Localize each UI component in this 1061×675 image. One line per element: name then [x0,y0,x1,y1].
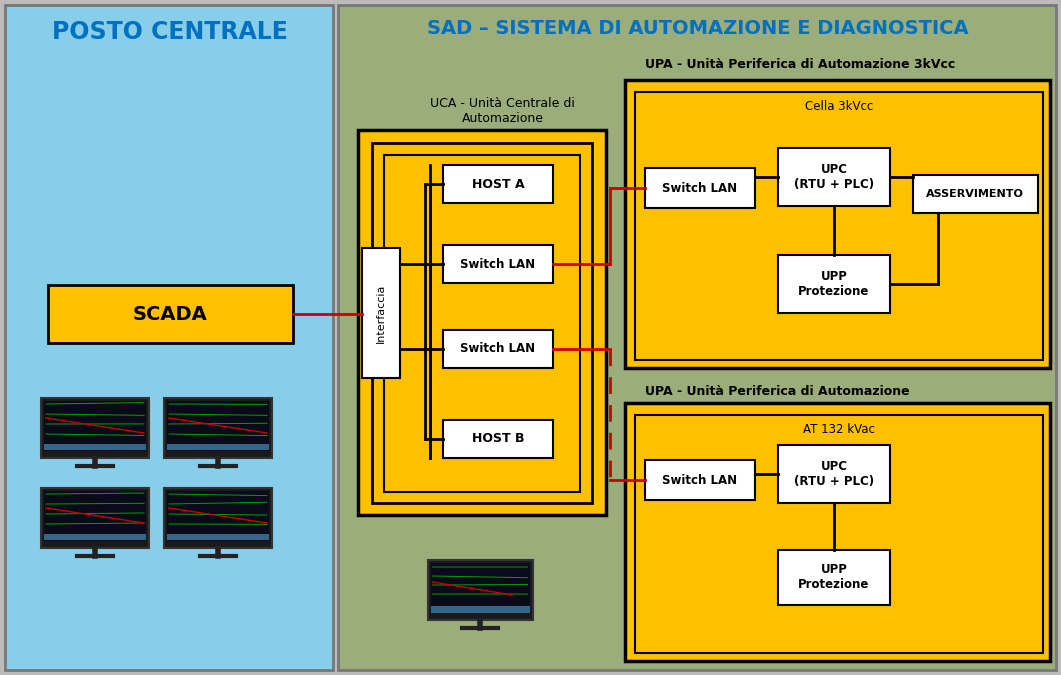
FancyBboxPatch shape [44,491,146,541]
FancyBboxPatch shape [372,143,592,503]
Text: Cella 3kVcc: Cella 3kVcc [805,100,873,113]
Text: SCADA: SCADA [133,304,207,323]
Text: Switch LAN: Switch LAN [662,182,737,194]
FancyBboxPatch shape [164,488,272,548]
FancyBboxPatch shape [48,285,293,343]
FancyBboxPatch shape [634,415,1043,653]
FancyBboxPatch shape [167,401,269,451]
FancyBboxPatch shape [5,5,333,670]
Text: UPP
Protezione: UPP Protezione [798,270,870,298]
FancyBboxPatch shape [625,403,1050,661]
Text: SAD – SISTEMA DI AUTOMAZIONE E DIAGNOSTICA: SAD – SISTEMA DI AUTOMAZIONE E DIAGNOSTI… [428,18,969,38]
Text: UCA - Unità Centrale di
Automazione: UCA - Unità Centrale di Automazione [430,97,575,125]
FancyBboxPatch shape [645,168,755,208]
FancyBboxPatch shape [358,130,606,515]
Text: HOST A: HOST A [472,178,524,190]
FancyBboxPatch shape [428,560,533,620]
Text: UPA - Unità Periferica di Automazione 3kVcc: UPA - Unità Periferica di Automazione 3k… [645,58,955,71]
FancyBboxPatch shape [625,80,1050,368]
FancyBboxPatch shape [914,175,1038,213]
Text: ASSERVIMENTO: ASSERVIMENTO [926,189,1024,199]
FancyBboxPatch shape [44,401,146,451]
FancyBboxPatch shape [431,606,529,613]
Text: POSTO CENTRALE: POSTO CENTRALE [52,20,288,44]
FancyBboxPatch shape [778,148,890,206]
Text: UPA - Unità Periferica di Automazione: UPA - Unità Periferica di Automazione [645,385,909,398]
Text: Interfaccia: Interfaccia [376,284,386,343]
FancyBboxPatch shape [167,491,269,541]
FancyBboxPatch shape [634,92,1043,360]
Text: Switch LAN: Switch LAN [460,342,536,356]
FancyBboxPatch shape [44,444,146,450]
Text: Switch LAN: Switch LAN [662,473,737,487]
FancyBboxPatch shape [167,534,269,540]
FancyBboxPatch shape [778,445,890,503]
FancyBboxPatch shape [778,550,890,605]
Text: HOST B: HOST B [472,433,524,446]
FancyBboxPatch shape [164,398,272,458]
FancyBboxPatch shape [384,155,580,492]
FancyBboxPatch shape [167,444,269,450]
FancyBboxPatch shape [443,165,553,203]
Text: UPP
Protezione: UPP Protezione [798,563,870,591]
FancyBboxPatch shape [443,245,553,283]
Text: UPC
(RTU + PLC): UPC (RTU + PLC) [794,163,874,191]
FancyBboxPatch shape [41,398,149,458]
FancyBboxPatch shape [443,420,553,458]
FancyBboxPatch shape [645,460,755,500]
FancyBboxPatch shape [44,534,146,540]
Text: AT 132 kVac: AT 132 kVac [803,423,875,436]
FancyBboxPatch shape [41,488,149,548]
Text: Switch LAN: Switch LAN [460,257,536,271]
FancyBboxPatch shape [443,330,553,368]
FancyBboxPatch shape [362,248,400,378]
FancyBboxPatch shape [778,255,890,313]
FancyBboxPatch shape [431,563,529,611]
FancyBboxPatch shape [338,5,1056,670]
Text: UPC
(RTU + PLC): UPC (RTU + PLC) [794,460,874,488]
